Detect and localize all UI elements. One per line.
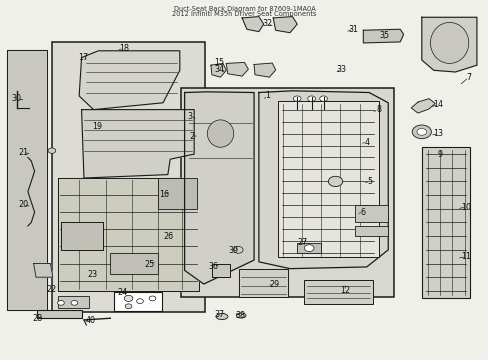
Text: 17: 17 bbox=[78, 53, 88, 62]
Text: 10: 10 bbox=[461, 203, 470, 212]
Text: 29: 29 bbox=[268, 279, 279, 288]
Circle shape bbox=[58, 301, 64, 305]
Text: Duct-Seat Back Diagram for 87609-1MA0A: Duct-Seat Back Diagram for 87609-1MA0A bbox=[173, 6, 315, 12]
Circle shape bbox=[48, 148, 56, 153]
Text: 23: 23 bbox=[87, 270, 98, 279]
Bar bbox=[61, 222, 103, 250]
Bar bbox=[297, 243, 321, 253]
Text: 22: 22 bbox=[47, 285, 57, 294]
Circle shape bbox=[124, 295, 133, 301]
Ellipse shape bbox=[429, 22, 468, 63]
Text: 33: 33 bbox=[336, 65, 346, 74]
Polygon shape bbox=[410, 99, 434, 113]
Text: 37: 37 bbox=[214, 310, 224, 319]
Text: 2: 2 bbox=[189, 132, 194, 141]
Bar bbox=[58, 296, 89, 308]
Text: 35: 35 bbox=[379, 31, 389, 40]
Polygon shape bbox=[210, 63, 226, 77]
Text: 31: 31 bbox=[348, 25, 358, 34]
Circle shape bbox=[125, 304, 132, 309]
Text: 8: 8 bbox=[375, 105, 381, 114]
Text: 6: 6 bbox=[360, 208, 365, 217]
Ellipse shape bbox=[207, 120, 233, 147]
Text: 26: 26 bbox=[163, 232, 174, 240]
Text: 11: 11 bbox=[461, 252, 470, 261]
Text: 40: 40 bbox=[85, 316, 95, 325]
Text: 38: 38 bbox=[235, 311, 245, 320]
Text: 30: 30 bbox=[12, 94, 22, 103]
Polygon shape bbox=[421, 17, 476, 72]
Bar bbox=[211, 264, 230, 277]
Text: 32: 32 bbox=[262, 19, 272, 28]
Ellipse shape bbox=[236, 313, 245, 318]
Text: 25: 25 bbox=[144, 260, 154, 269]
Circle shape bbox=[319, 96, 327, 102]
Text: 16: 16 bbox=[159, 190, 169, 199]
Text: 3: 3 bbox=[187, 112, 192, 121]
Bar bbox=[304, 280, 372, 304]
Polygon shape bbox=[254, 63, 275, 77]
Polygon shape bbox=[363, 29, 403, 43]
Polygon shape bbox=[58, 178, 199, 291]
Text: 20: 20 bbox=[18, 200, 28, 209]
Circle shape bbox=[149, 296, 156, 301]
Circle shape bbox=[71, 301, 78, 305]
Polygon shape bbox=[184, 92, 254, 284]
Bar bbox=[354, 205, 387, 222]
Polygon shape bbox=[81, 109, 194, 178]
Circle shape bbox=[304, 245, 313, 252]
Bar bbox=[110, 253, 158, 274]
Text: 19: 19 bbox=[92, 122, 102, 131]
Text: 34: 34 bbox=[214, 65, 224, 74]
Bar bbox=[238, 269, 287, 297]
Polygon shape bbox=[79, 51, 180, 109]
Circle shape bbox=[327, 176, 342, 186]
Text: 12: 12 bbox=[339, 286, 349, 295]
Bar bbox=[421, 147, 469, 298]
Bar bbox=[158, 178, 196, 209]
Text: 36: 36 bbox=[208, 262, 218, 271]
Text: 4: 4 bbox=[364, 138, 369, 147]
Circle shape bbox=[233, 246, 243, 253]
Text: 5: 5 bbox=[367, 177, 372, 186]
Text: 24: 24 bbox=[117, 288, 127, 297]
Circle shape bbox=[307, 96, 315, 102]
Bar bbox=[114, 292, 162, 311]
Text: 2012 Infiniti M35h Driver Seat Components: 2012 Infiniti M35h Driver Seat Component… bbox=[172, 11, 316, 17]
Bar bbox=[354, 226, 387, 236]
Polygon shape bbox=[258, 91, 387, 269]
Text: 13: 13 bbox=[433, 129, 443, 138]
Circle shape bbox=[416, 129, 426, 135]
Text: 21: 21 bbox=[18, 148, 28, 157]
Polygon shape bbox=[273, 17, 297, 33]
Circle shape bbox=[411, 125, 430, 139]
Polygon shape bbox=[34, 264, 53, 277]
Text: 15: 15 bbox=[214, 58, 224, 67]
Text: 39: 39 bbox=[228, 246, 239, 255]
Bar bbox=[38, 310, 81, 318]
Ellipse shape bbox=[216, 314, 227, 320]
Text: 9: 9 bbox=[437, 150, 442, 158]
Text: 28: 28 bbox=[32, 314, 42, 323]
Text: 1: 1 bbox=[264, 91, 269, 100]
Bar bbox=[278, 101, 378, 257]
Text: 14: 14 bbox=[433, 100, 443, 109]
Circle shape bbox=[293, 96, 301, 102]
Bar bbox=[181, 89, 393, 297]
Text: 7: 7 bbox=[465, 73, 470, 82]
Text: 18: 18 bbox=[119, 44, 128, 53]
Text: 27: 27 bbox=[297, 238, 307, 247]
Bar bbox=[52, 42, 205, 312]
Circle shape bbox=[136, 299, 143, 303]
Polygon shape bbox=[226, 62, 248, 76]
Polygon shape bbox=[242, 17, 263, 32]
Polygon shape bbox=[7, 50, 47, 310]
